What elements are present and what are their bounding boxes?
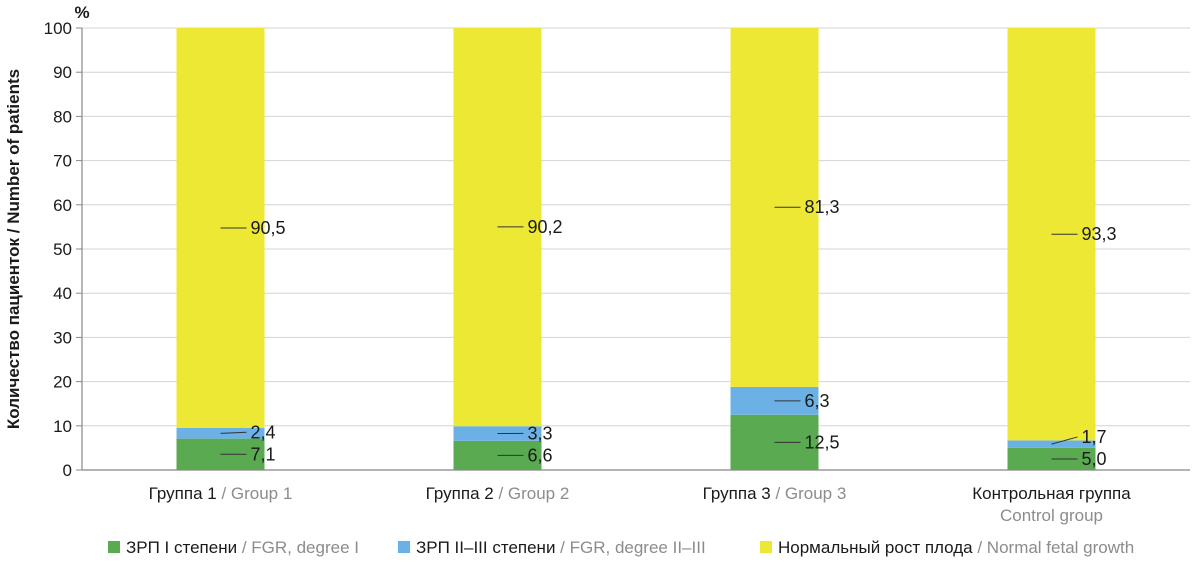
y-tick-label: 80 [53,107,72,126]
category-label: Группа 1 / Group 1 [149,484,293,503]
data-label: 6,6 [528,445,553,465]
data-label: 81,3 [805,197,840,217]
category-label: Группа 3 / Group 3 [703,484,847,503]
legend-label-ru: ЗРП I степени [126,538,237,557]
category-label-en: Group 3 [785,484,846,503]
data-label: 7,1 [251,444,276,464]
legend-swatch [760,541,772,553]
data-label: 12,5 [805,432,840,452]
data-label: 5,0 [1082,449,1107,469]
category-label-ru: Группа 1 [149,484,217,503]
data-label: 90,5 [251,218,286,238]
y-tick-label: 100 [44,19,72,38]
y-tick-label: 20 [53,373,72,392]
legend-label-ru: ЗРП II–III степени [416,538,555,557]
y-tick-label: 30 [53,328,72,347]
legend-swatch [398,541,410,553]
y-tick-label: 60 [53,196,72,215]
category-label-sep: / [217,484,231,503]
y-tick-label: 0 [63,461,72,480]
label-layer: 7,12,4 90,5 6,63,3 90,2 12,5 6,3 81,3 5,01,7 93,… [221,197,1117,469]
legend-label-sep: / [237,538,251,557]
legend-item: ЗРП I степени / FGR, degree I [126,538,359,557]
tick-layer: 0 10 20 30 40 50 60 70 80 90 100 [44,19,82,480]
y-tick-label: 10 [53,417,72,436]
category-label-en: Group 2 [508,484,569,503]
data-label: 1,7 [1082,427,1107,447]
category-label-en: Group 1 [231,484,292,503]
legend-label-en: Normal fetal growth [987,538,1134,557]
category-label-ru: Группа 2 [426,484,494,503]
legend-label-en: FGR, degree I [251,538,359,557]
y-axis-label: Количество пациенток / Number of patient… [4,69,23,429]
legend-item: Нормальный рост плода / Normal fetal gro… [778,538,1134,557]
data-label: 90,2 [528,217,563,237]
data-label: 93,3 [1082,224,1117,244]
y-tick-label: 70 [53,152,72,171]
category-label-ru: Группа 3 [703,484,771,503]
legend-label-ru: Нормальный рост плода [778,538,973,557]
y-tick-label: 40 [53,284,72,303]
data-label: 3,3 [528,423,553,443]
y-axis-unit: % [74,3,89,22]
legend-item: ЗРП II–III степени / FGR, degree II–III [416,538,706,557]
category-label-sep: / [771,484,785,503]
legend: ЗРП I степени / FGR, degree I ЗРП II–III … [108,538,1134,557]
y-tick-label: 90 [53,63,72,82]
legend-label-sep: / [973,538,987,557]
legend-swatch [108,541,120,553]
category-label-en: Control group [1000,506,1103,525]
category-label-sep: / [494,484,508,503]
legend-label-en: FGR, degree II–III [570,538,706,557]
category-label-ru: Контрольная группа [972,484,1131,503]
y-tick-label: 50 [53,240,72,259]
data-label: 6,3 [805,391,830,411]
data-label: 2,4 [251,422,276,442]
category-label: Группа 2 / Group 2 [426,484,570,503]
legend-label-sep: / [555,538,569,557]
